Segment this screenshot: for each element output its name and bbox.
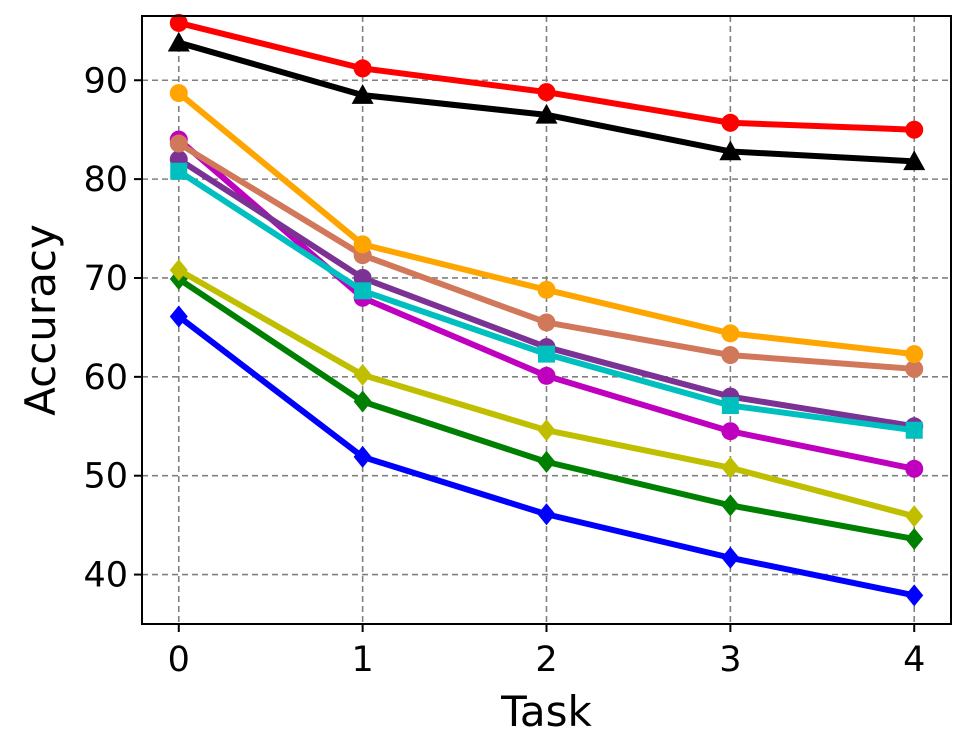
- marker-circle: [353, 59, 372, 78]
- marker-square: [538, 345, 555, 363]
- marker-circle: [721, 422, 740, 441]
- marker-triangle: [535, 103, 558, 124]
- x-tick-label: 0: [168, 640, 190, 680]
- marker-circle: [169, 134, 188, 153]
- marker-triangle: [903, 150, 926, 171]
- marker-square: [354, 282, 372, 300]
- marker-triangle: [167, 31, 190, 52]
- marker-diamond: [905, 527, 924, 550]
- series-5: [170, 162, 923, 439]
- marker-circle: [537, 83, 556, 102]
- y-tick-label: 70: [83, 259, 128, 299]
- marker-diamond: [537, 419, 556, 442]
- y-tick-label: 40: [83, 556, 128, 596]
- marker-circle: [169, 84, 188, 103]
- marker-square: [721, 397, 739, 415]
- marker-diamond: [353, 445, 372, 468]
- marker-diamond: [537, 450, 556, 473]
- marker-triangle: [719, 140, 742, 161]
- marker-diamond: [721, 456, 740, 479]
- marker-circle: [537, 280, 556, 299]
- marker-diamond: [905, 505, 924, 528]
- marker-circle: [721, 324, 740, 343]
- marker-diamond: [721, 546, 740, 569]
- marker-circle: [169, 13, 188, 32]
- marker-circle: [721, 113, 740, 132]
- x-tick-label: 4: [903, 640, 925, 680]
- y-tick-label: 60: [83, 358, 128, 398]
- series-layer: [167, 13, 926, 607]
- marker-diamond: [353, 363, 372, 386]
- series-3: [169, 84, 924, 364]
- marker-diamond: [537, 503, 556, 526]
- marker-diamond: [353, 390, 372, 413]
- marker-diamond: [169, 259, 188, 282]
- marker-diamond: [721, 494, 740, 517]
- marker-circle: [353, 235, 372, 254]
- series-2: [167, 31, 926, 171]
- marker-circle: [905, 345, 924, 364]
- marker-circle: [537, 366, 556, 385]
- y-tick-label: 80: [83, 160, 128, 200]
- marker-triangle: [351, 84, 374, 104]
- ticks: 0 1 2 3 4 40 50 60 70 80 90: [83, 61, 925, 680]
- y-axis-title: Accuracy: [16, 224, 65, 416]
- y-tick-label: 50: [83, 457, 128, 497]
- marker-circle: [905, 459, 924, 478]
- marker-circle: [537, 313, 556, 332]
- series-8: [169, 259, 924, 528]
- series-10: [169, 305, 924, 607]
- marker-circle: [905, 120, 924, 139]
- x-tick-label: 2: [535, 640, 557, 680]
- marker-diamond: [169, 305, 188, 328]
- marker-square: [905, 421, 923, 439]
- marker-square: [170, 162, 188, 180]
- x-tick-label: 3: [719, 640, 741, 680]
- series-1: [169, 13, 924, 139]
- x-tick-label: 1: [351, 640, 373, 680]
- series-4: [169, 134, 924, 378]
- marker-circle: [905, 359, 924, 378]
- marker-diamond: [905, 584, 924, 607]
- marker-circle: [721, 346, 740, 365]
- y-tick-label: 90: [83, 61, 128, 101]
- x-axis-title: Task: [500, 687, 592, 736]
